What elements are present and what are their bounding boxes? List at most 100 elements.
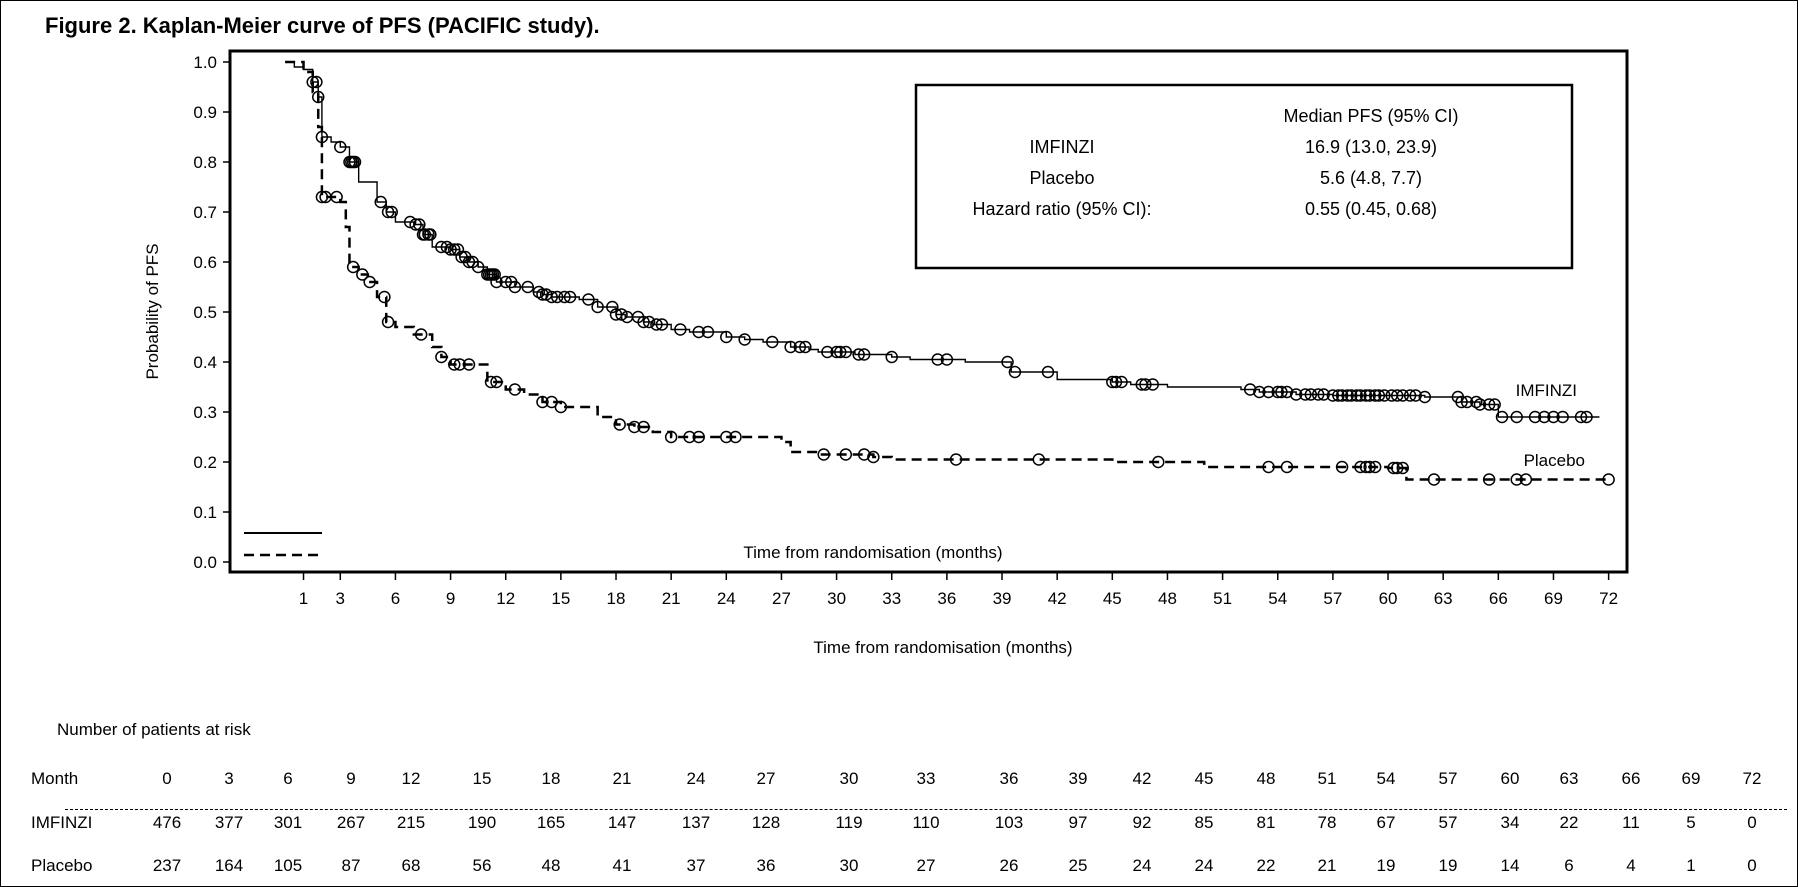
censor-mark-imfinzi — [1372, 389, 1386, 402]
censor-mark-imfinzi — [738, 333, 751, 346]
risk-value-cell: 103 — [994, 813, 1024, 832]
risk-value-cell: 105 — [273, 856, 303, 875]
censor-mark-imfinzi — [766, 335, 779, 349]
y-tick-label: 0.9 — [193, 103, 217, 122]
risk-month-cell: 54 — [1376, 769, 1396, 788]
censor-mark-imfinzi — [381, 205, 395, 219]
risk-value-cell: 36 — [756, 856, 776, 875]
censor-mark-imfinzi — [418, 228, 432, 241]
censor-mark-imfinzi — [1350, 389, 1364, 402]
risk-month-cell: 39 — [1068, 769, 1088, 788]
risk-value-cell: 25 — [1068, 856, 1088, 875]
censor-mark-imfinzi — [488, 268, 501, 281]
censor-mark-imfinzi — [374, 195, 387, 209]
y-axis-label: Probability of PFS — [143, 243, 162, 379]
censor-mark-imfinzi — [558, 290, 571, 304]
censor-mark-imfinzi — [1326, 389, 1340, 402]
x-tick-label: 63 — [1434, 589, 1453, 608]
x-tick-label: 66 — [1489, 589, 1508, 608]
censor-mark-placebo — [1032, 453, 1046, 466]
censor-mark-placebo — [1602, 473, 1615, 486]
risk-month-cell: 24 — [686, 769, 706, 788]
censor-mark-placebo — [867, 450, 880, 464]
censor-mark-imfinzi — [1488, 398, 1501, 411]
censor-mark-imfinzi — [334, 140, 347, 154]
risk-value-cell: 301 — [273, 813, 303, 832]
censor-mark-imfinzi — [830, 345, 843, 359]
censor-mark-imfinzi — [1275, 385, 1288, 399]
risk-value-cell: 21 — [1317, 856, 1337, 875]
censor-mark-placebo — [1510, 473, 1523, 486]
censor-mark-imfinzi — [1299, 388, 1312, 401]
censor-mark-placebo — [1519, 473, 1533, 486]
risk-value-cell: 92 — [1132, 813, 1152, 832]
censor-mark-imfinzi — [1253, 385, 1266, 399]
risk-value-cell: 56 — [472, 856, 492, 875]
series-line-placebo — [285, 60, 1609, 481]
risk-month-cell: 63 — [1559, 769, 1579, 788]
censor-mark-imfinzi — [591, 300, 604, 314]
censor-mark-imfinzi — [931, 353, 944, 366]
risk-month-cell: 33 — [916, 769, 936, 788]
censor-mark-imfinzi — [1378, 389, 1391, 402]
censor-mark-placebo — [536, 395, 549, 409]
x-tick-label: 36 — [937, 589, 956, 608]
censor-mark-imfinzi — [701, 325, 715, 339]
x-tick-label: 42 — [1048, 589, 1067, 608]
risk-month-cell: 36 — [999, 769, 1019, 788]
censor-mark-imfinzi — [1001, 355, 1014, 369]
risk-value-cell: 27 — [916, 856, 936, 875]
censor-mark-imfinzi — [1335, 389, 1349, 402]
censor-mark-placebo — [554, 400, 568, 414]
risk-table-heading: Number of patients at risk — [57, 720, 251, 739]
censor-mark-imfinzi — [1109, 375, 1123, 389]
stats-row-value: 16.9 (13.0, 23.9) — [1305, 137, 1437, 157]
x-tick-label: 72 — [1599, 589, 1618, 608]
censor-mark-placebo — [637, 420, 650, 434]
censor-mark-imfinzi — [1556, 410, 1569, 424]
x-tick-label: 15 — [551, 589, 570, 608]
censor-mark-placebo — [613, 418, 626, 431]
stats-row-value: 0.55 (0.45, 0.68) — [1305, 199, 1437, 219]
risk-month-cell: 6 — [283, 769, 293, 788]
censor-mark-imfinzi — [1547, 410, 1560, 424]
censor-mark-imfinzi — [1139, 378, 1152, 391]
censor-mark-imfinzi — [508, 280, 522, 294]
risk-value-cell: 37 — [686, 856, 706, 875]
censor-mark-imfinzi — [1368, 389, 1382, 402]
censor-mark-placebo — [490, 375, 503, 389]
censor-mark-imfinzi — [839, 345, 853, 359]
censor-mark-imfinzi — [1262, 385, 1275, 399]
censor-mark-imfinzi — [1580, 410, 1593, 424]
risk-value-cell: 137 — [681, 813, 711, 832]
censor-mark-imfinzi — [615, 308, 628, 321]
censor-mark-placebo — [664, 430, 678, 444]
risk-row-label-placebo: Placebo — [31, 856, 93, 875]
censor-mark-placebo — [381, 315, 395, 329]
censor-mark-placebo — [720, 430, 733, 444]
censor-mark-imfinzi — [885, 350, 898, 364]
censor-mark-imfinzi — [821, 345, 834, 359]
stats-header: Median PFS (95% CI) — [1283, 106, 1458, 126]
censor-mark-imfinzi — [1363, 389, 1376, 402]
legend — [244, 532, 322, 557]
x-axis-label: Time from randomisation (months) — [813, 638, 1072, 657]
series-annotation-imfinzi: IMFINZI — [1516, 381, 1577, 400]
risk-value-cell: 1 — [1686, 856, 1696, 875]
censor-mark-imfinzi — [403, 215, 417, 229]
stats-row-label: Placebo — [1029, 168, 1094, 188]
censor-mark-placebo — [1262, 460, 1275, 474]
risk-value-cell: 81 — [1256, 813, 1276, 832]
censor-mark-imfinzi — [1345, 389, 1358, 402]
censor-mark-imfinzi — [1332, 389, 1345, 402]
censor-mark-placebo — [1363, 460, 1376, 474]
censor-mark-placebo — [1354, 460, 1367, 474]
censor-mark-placebo — [363, 275, 376, 289]
stats-row-label: Hazard ratio (95% CI): — [972, 199, 1151, 219]
risk-value-cell: 267 — [336, 813, 366, 832]
censor-mark-placebo — [857, 448, 871, 461]
censor-mark-placebo — [1390, 461, 1404, 475]
risk-value-cell: 128 — [751, 813, 781, 832]
censor-mark-imfinzi — [1390, 389, 1404, 402]
risk-value-cell: 11 — [1622, 813, 1640, 832]
